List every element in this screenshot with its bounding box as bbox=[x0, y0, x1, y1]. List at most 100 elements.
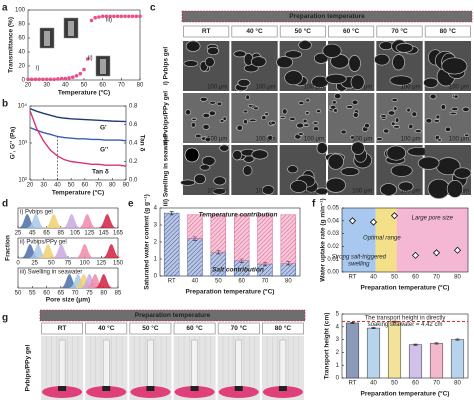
pore bbox=[364, 122, 370, 129]
scale-bar: 100 μm bbox=[256, 189, 276, 195]
point bbox=[119, 14, 124, 19]
x-tick-label: 40 bbox=[370, 381, 377, 387]
error-bar bbox=[371, 327, 376, 330]
pore bbox=[250, 56, 267, 68]
pore bbox=[352, 112, 359, 118]
x-tick-label: 70 bbox=[72, 291, 79, 297]
annotation: i) bbox=[36, 66, 39, 72]
point bbox=[369, 218, 378, 226]
pore bbox=[233, 50, 247, 58]
panel-label: e bbox=[128, 199, 134, 210]
point bbox=[63, 76, 68, 81]
peak bbox=[59, 214, 84, 228]
pore bbox=[334, 93, 342, 100]
row-label: ii) Pvbips/PPy gel bbox=[163, 91, 170, 145]
column-label: RT bbox=[58, 325, 67, 332]
x-tick-label: RT bbox=[349, 381, 357, 387]
y-tick-label: 0 bbox=[22, 78, 26, 84]
x-tick-label: 50 bbox=[68, 183, 75, 189]
y-tick-label: 2 bbox=[336, 350, 340, 356]
pore bbox=[276, 56, 294, 69]
y-tick-label: 0.04 bbox=[327, 218, 339, 224]
pore bbox=[390, 121, 396, 126]
x-tick-label: 40 bbox=[54, 183, 61, 189]
error-bar bbox=[434, 342, 439, 345]
error-bar bbox=[350, 322, 355, 324]
x-tick-label: 50 bbox=[391, 381, 398, 387]
pore bbox=[180, 179, 196, 186]
x-tick-label: 50 bbox=[81, 83, 88, 89]
column-box bbox=[262, 322, 304, 335]
peak bbox=[95, 214, 120, 228]
pore bbox=[251, 149, 269, 160]
pore bbox=[379, 114, 388, 118]
point bbox=[108, 14, 112, 19]
column-box bbox=[231, 25, 278, 38]
pore bbox=[245, 94, 250, 100]
x-tick-label: 55 bbox=[29, 291, 36, 297]
bar bbox=[366, 327, 381, 379]
error-bar bbox=[169, 211, 174, 216]
column-label: 80 °C bbox=[275, 324, 292, 332]
pore bbox=[212, 187, 227, 195]
y-tick-label: 5 bbox=[336, 312, 340, 318]
pore bbox=[374, 53, 390, 66]
y-tick-label: 0.2 bbox=[129, 159, 138, 165]
pore bbox=[264, 112, 270, 116]
inset-vial bbox=[100, 59, 106, 74]
pore bbox=[351, 141, 365, 155]
pore bbox=[395, 117, 400, 123]
pore bbox=[449, 111, 457, 116]
y-tick-label: 0.4 bbox=[129, 141, 138, 147]
point bbox=[33, 77, 38, 82]
y-tick-label: 10² bbox=[18, 178, 27, 184]
x-tick-label: 60 bbox=[99, 83, 106, 89]
pore bbox=[305, 98, 310, 103]
gel-rod bbox=[103, 339, 110, 391]
column-label: 70 °C bbox=[231, 324, 248, 332]
point bbox=[134, 14, 139, 19]
column-label: 40 °C bbox=[98, 324, 115, 332]
pore bbox=[446, 179, 464, 198]
peak bbox=[72, 244, 97, 258]
annotation: swelling bbox=[348, 262, 370, 268]
panel-label: a bbox=[2, 3, 8, 14]
inset-vial bbox=[44, 31, 50, 46]
y-tick-label: 10³ bbox=[18, 141, 27, 147]
x-axis-label: Preparation temperature (°C) bbox=[186, 288, 275, 296]
pore bbox=[290, 180, 308, 193]
annotation: Strong salt-triggered bbox=[332, 255, 387, 261]
pore bbox=[267, 134, 273, 141]
pore bbox=[284, 50, 303, 59]
x-tick-label: 20 bbox=[25, 83, 32, 89]
x-tick-label: 20 bbox=[27, 183, 34, 189]
x-tick-label: 60 bbox=[412, 381, 419, 387]
scale-bar: 100 μm bbox=[304, 189, 324, 195]
x-axis-label: Temperature (°C) bbox=[52, 189, 104, 197]
peak bbox=[77, 274, 102, 288]
scale-bar: 100 μm bbox=[449, 85, 469, 91]
pore bbox=[444, 126, 452, 133]
point bbox=[93, 15, 97, 20]
x-tick-label: 25 bbox=[15, 231, 22, 237]
scale-bar: 100 μm bbox=[304, 85, 324, 91]
scale-bar: 100 μm bbox=[207, 189, 227, 195]
region bbox=[396, 208, 468, 272]
pore bbox=[350, 74, 365, 90]
pore bbox=[303, 123, 310, 127]
pore bbox=[398, 181, 414, 192]
point bbox=[115, 14, 120, 19]
header-bar bbox=[181, 10, 473, 23]
y-axis-label: Water uptake rate (g min⁻¹) bbox=[320, 198, 327, 281]
peak bbox=[41, 214, 66, 228]
pore bbox=[380, 183, 397, 196]
x-tick-label: 75 bbox=[65, 261, 72, 267]
pore bbox=[296, 122, 304, 129]
bar-segment bbox=[233, 214, 250, 261]
pore bbox=[453, 94, 459, 99]
point bbox=[112, 14, 116, 19]
scale-bar: 100 μm bbox=[401, 85, 421, 91]
pore bbox=[387, 110, 396, 116]
peak bbox=[66, 274, 90, 288]
